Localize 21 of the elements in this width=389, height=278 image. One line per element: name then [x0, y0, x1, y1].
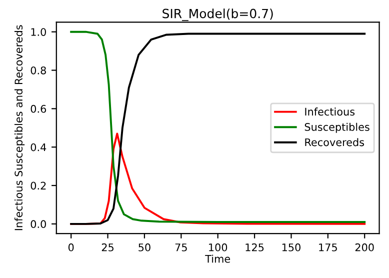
- legend-label: Recovereds: [305, 138, 364, 146]
- y-axis-title: Infectious Susceptibles and Recovereds: [14, 25, 25, 230]
- x-tick-label: 25: [102, 243, 114, 252]
- y-tick-label: 0.2: [30, 182, 46, 190]
- y-tick-label: 0.0: [30, 220, 46, 228]
- legend-label: Susceptibles: [304, 122, 370, 133]
- x-tick-label: 100: [209, 243, 228, 252]
- x-axis-title: Time: [205, 254, 230, 263]
- legend-label: Infectious: [305, 108, 355, 116]
- x-tick-label: 75: [175, 244, 187, 252]
- y-tick-label: 0.6: [30, 104, 46, 113]
- x-tick-label: 150: [282, 243, 300, 252]
- x-tick-label: 50: [138, 243, 150, 252]
- x-tick-label: 175: [319, 244, 337, 252]
- x-tick-label: 125: [246, 243, 264, 252]
- y-tick-label: 0.4: [30, 143, 46, 152]
- y-tick-label: 1.0: [31, 28, 46, 36]
- y-tick-label: 0.8: [30, 66, 46, 74]
- chart-title: SIR_Model(b=0.7): [162, 8, 273, 22]
- x-tick-label: 0: [68, 243, 74, 252]
- x-tick-label: 200: [355, 243, 374, 252]
